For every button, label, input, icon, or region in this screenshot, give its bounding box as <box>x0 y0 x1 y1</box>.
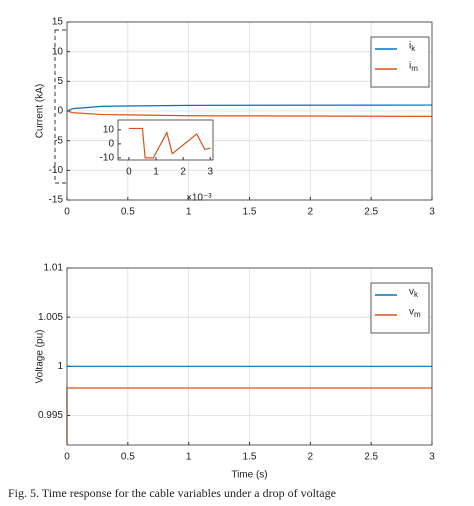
y-tick-label: -15 <box>49 195 64 206</box>
x-tick-label: 1 <box>186 452 192 463</box>
y-tick-label: -10 <box>100 153 115 164</box>
y-tick-label: -10 <box>49 165 64 176</box>
x-tick-label: 2 <box>180 167 186 178</box>
x-scale-label: ×10⁻³ <box>186 193 212 204</box>
x-tick-label: 3 <box>429 207 435 218</box>
x-tick-label: 1 <box>153 167 159 178</box>
y-tick-label: 1 <box>57 361 63 372</box>
x-tick-label: 0 <box>64 207 70 218</box>
inset-background <box>118 120 213 160</box>
x-tick-label: 0.5 <box>121 452 135 463</box>
series-line <box>66 110 433 117</box>
x-tick-label: 2.5 <box>364 452 378 463</box>
legend-box <box>370 36 430 88</box>
legend-box <box>370 282 430 334</box>
y-tick-label: 1.005 <box>38 312 63 323</box>
legend-label: im <box>409 61 418 73</box>
x-axis-label: Time (s) <box>231 470 267 481</box>
series-line <box>128 127 211 159</box>
x-tick-label: 3 <box>208 167 214 178</box>
y-tick-label: 1.01 <box>44 263 64 274</box>
caption: Fig. 5. Time response for the cable vari… <box>8 486 336 500</box>
y-tick-label: -5 <box>54 135 63 146</box>
x-tick-label: 0 <box>64 452 70 463</box>
y-tick-label: 10 <box>103 124 115 135</box>
legend-label: vm <box>409 307 421 319</box>
y-tick-label: 15 <box>52 17 64 28</box>
zoom-region <box>54 29 76 184</box>
y-axis-label: Voltage (pu) <box>35 330 46 384</box>
axes-box <box>66 21 433 201</box>
axes-box <box>117 119 214 161</box>
x-tick-label: 3 <box>429 452 435 463</box>
axes-box <box>66 267 433 446</box>
series-line <box>66 104 433 112</box>
legend-label: vk <box>409 287 419 299</box>
legend-label: ik <box>409 41 416 53</box>
y-tick-label: 10 <box>52 46 64 57</box>
x-tick-label: 2 <box>308 452 314 463</box>
x-tick-label: 1.5 <box>243 452 257 463</box>
x-tick-label: 1.5 <box>243 207 257 218</box>
x-tick-label: 1 <box>186 207 192 218</box>
x-tick-label: 2.5 <box>364 207 378 218</box>
y-tick-label: 5 <box>57 76 63 87</box>
y-tick-label: 0 <box>108 139 114 150</box>
x-tick-label: 2 <box>308 207 314 218</box>
x-tick-label: 0.5 <box>121 207 135 218</box>
y-tick-label: 0 <box>57 106 63 117</box>
y-axis-label: Current (kA) <box>35 84 46 138</box>
y-tick-label: 0.995 <box>38 410 63 421</box>
x-tick-label: 0 <box>126 167 132 178</box>
